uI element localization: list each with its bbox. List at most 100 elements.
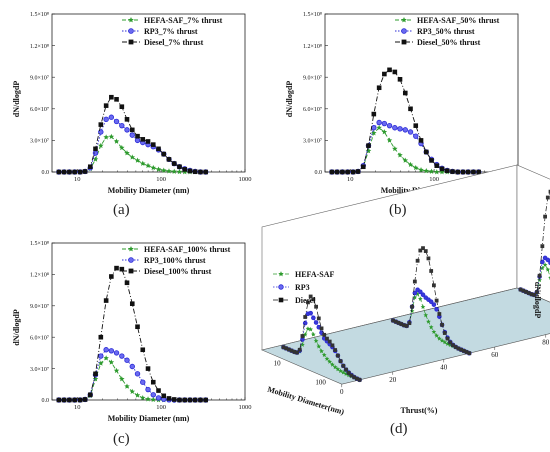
data-point-hefa-b [407, 161, 414, 167]
series3d-point-diesel-7 [281, 345, 286, 350]
series3d-point-diesel-7 [330, 343, 335, 348]
series-line-diesel-b [331, 69, 479, 173]
data-point-diesel-b [345, 169, 350, 175]
series3d-point-hefa-7 [316, 344, 322, 349]
data-point-diesel-b [471, 169, 476, 175]
data-point-diesel-b [350, 169, 356, 175]
series3d-point-diesel-7 [284, 346, 289, 351]
thrust-tick-label: 20 [389, 376, 397, 384]
data-point-diesel-a [192, 169, 198, 174]
series3d-point-hefa-7 [313, 338, 319, 344]
data-point-diesel-b [382, 71, 387, 77]
data-point-hefa-b [402, 157, 409, 163]
series3d-point-diesel-50 [451, 343, 455, 348]
legend-marker-rp3-a [128, 28, 134, 34]
data-point-diesel-c [177, 397, 182, 403]
data-point-diesel-c [114, 265, 119, 271]
data-point-diesel-c [203, 397, 208, 403]
series3d-point-diesel-50 [442, 331, 447, 335]
data-point-diesel-c [150, 379, 156, 385]
data-point-hefa-c [103, 355, 109, 361]
data-point-hefa-a [103, 134, 109, 140]
data-point-rp3-b [407, 129, 414, 135]
x-tick-label-b: 100 [429, 176, 439, 183]
legend-label-hefa-c: HEFA-SAF_100% thrust [144, 245, 231, 254]
series3d-point-diesel-7 [338, 359, 343, 364]
series3d-point-diesel-7 [352, 375, 357, 380]
panel-label-b: (b) [389, 202, 407, 218]
series3d-point-diesel-7 [346, 371, 351, 375]
series3d-point-diesel-50 [418, 248, 423, 253]
data-point-diesel-a [156, 146, 161, 152]
series3d-point-diesel-7 [341, 363, 346, 368]
data-point-diesel-b [366, 143, 371, 148]
series3d-point-diesel-50 [426, 256, 431, 261]
series3d-point-diesel-7 [292, 350, 297, 354]
data-point-hefa-a [155, 166, 162, 172]
data-point-diesel-a [93, 146, 98, 152]
data-point-hefa-c [134, 392, 141, 398]
series3d-point-diesel-7 [303, 315, 308, 319]
data-point-diesel-a [129, 127, 135, 133]
y-tick-label-c: 9.0×10⁷ [30, 304, 49, 310]
series3d-point-rp3-50 [420, 292, 426, 298]
data-point-diesel-a [166, 157, 172, 162]
series3d-point-rp3-100 [540, 259, 545, 265]
data-point-diesel-c [198, 397, 203, 403]
data-point-hefa-b [423, 168, 430, 174]
series3d-point-hefa-7 [335, 366, 341, 372]
x-tick-label-c: 1000 [239, 404, 252, 411]
data-point-diesel-b [450, 169, 455, 174]
data-point-diesel-a [124, 117, 130, 122]
legend-label-rp3-a: RP3_7% thrust [144, 27, 198, 36]
series3d-point-hefa-7 [330, 362, 335, 367]
data-point-hefa-b [386, 137, 393, 143]
data-point-hefa-a [150, 164, 157, 171]
data-point-hefa-c [129, 388, 136, 394]
data-point-rp3-c [150, 392, 156, 398]
data-point-hefa-b [392, 145, 398, 152]
data-point-diesel-a [98, 122, 104, 127]
series3d-point-diesel-50 [459, 347, 464, 352]
data-point-diesel-b [439, 166, 445, 172]
data-point-rp3-c [124, 357, 130, 363]
data-point-hefa-a [181, 169, 188, 175]
x-tick-label-c: 100 [156, 404, 166, 411]
data-point-rp3-c [155, 395, 162, 401]
series3d-point-diesel-50 [448, 340, 453, 345]
thrust-tick-label: 0 [340, 388, 344, 396]
series-line-rp3-a [58, 116, 206, 173]
data-point-diesel-c [182, 397, 188, 403]
series3d-point-diesel-7 [319, 326, 324, 331]
series3d-point-diesel-100 [540, 244, 545, 249]
data-point-diesel-a [198, 169, 203, 175]
data-point-diesel-c [166, 396, 172, 401]
series3d-point-diesel-50 [456, 346, 461, 351]
data-point-diesel-c [87, 392, 93, 398]
plot-frame-a [51, 13, 246, 173]
data-point-hefa-a [176, 168, 183, 175]
series3d-point-diesel-50 [415, 258, 420, 263]
series3d-point-rp3-7 [311, 315, 316, 321]
series3d-point-hefa-7 [332, 364, 338, 370]
x-axis-label-c: Mobility Diameter (nm) [108, 414, 190, 423]
data-point-diesel-b [397, 77, 403, 82]
legend3d-marker-diesel [278, 297, 284, 303]
data-point-hefa-a [171, 168, 177, 174]
series3d-point-diesel-100 [534, 290, 539, 295]
z-axis-label: dN/dlogdP [533, 282, 542, 319]
y-tick-label-b: 6.0×10⁷ [303, 107, 322, 113]
series3d-point-diesel-50 [445, 336, 450, 341]
y-tick-label-b: 0.0 [315, 170, 323, 176]
data-point-rp3-b [386, 122, 393, 129]
y-tick-label-a: 1.5×10⁸ [30, 12, 49, 18]
series3d-point-diesel-50 [404, 324, 409, 328]
y-axis-label-a: dN/dlogdP [12, 81, 21, 118]
data-point-rp3-b [413, 133, 419, 139]
data-point-diesel-c [187, 397, 193, 403]
series3d-point-diesel-50 [464, 350, 469, 354]
data-point-diesel-c [56, 397, 62, 403]
series3d-point-hefa-7 [300, 342, 305, 347]
series3d-point-diesel-50 [431, 283, 436, 288]
